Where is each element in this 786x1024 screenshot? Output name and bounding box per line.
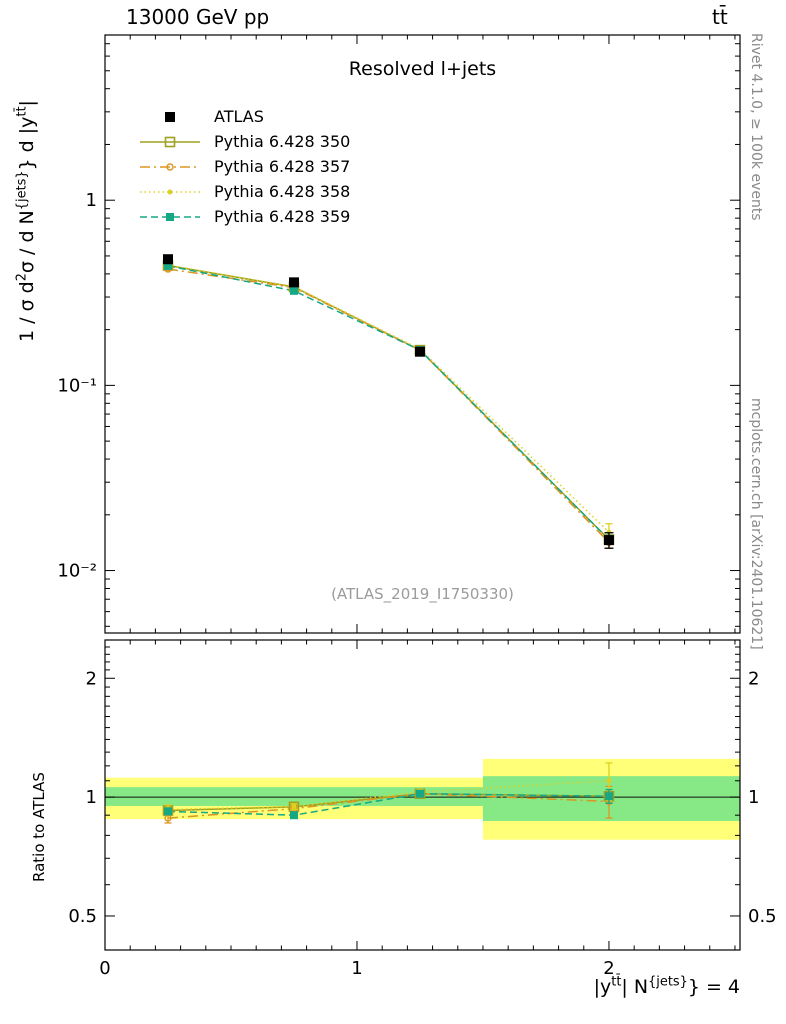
panel-frame [104,34,741,634]
mcplots-reference-label: mcplots.cern.ch [arXiv:2401.10621] [748,398,764,650]
legend: ATLAS Pythia 6.428 350 Pythia 6.428 357 Pyt… [138,104,350,229]
mc-curve-ratio [167,792,609,812]
x-tick-label: 1 [351,958,362,979]
data-marker [288,277,299,288]
legend-sample-icon [140,136,200,147]
atlas-stat-uncertainty-band [105,787,483,806]
mc-curve-main [167,264,610,541]
legend-sample-icon [140,189,200,194]
legend-item-1: Pythia 6.428 350 [138,129,350,154]
mc-curve-main [167,265,610,541]
y-tick-label: 10⁻² [57,561,97,582]
legend-item-label: Pythia 6.428 359 [214,207,351,226]
main-y-axis-label: 1 / σ d2σ / d N{jets}} d |ytt̄| [14,100,38,342]
legend-item-label: Pythia 6.428 357 [214,157,351,176]
legend-item-3: Pythia 6.428 358 [138,179,350,204]
x-tick-label: 2 [603,958,614,979]
data-marker [415,789,424,798]
rivet-version-label: Rivet 4.1.0, ≥ 100k events [748,33,764,221]
legend-item-0: ATLAS [138,104,350,129]
data-marker [289,286,298,295]
ratio-tick-label: 0.5 [748,906,777,927]
legend-item-4: Pythia 6.428 359 [138,204,350,229]
data-marker [606,778,612,784]
x-tick-label: 0 [99,958,110,979]
data-marker [163,261,172,270]
ratio-tick-label: 2 [86,668,97,689]
legend-item-2: Pythia 6.428 357 [138,154,350,179]
ratio-tick-label: 0.5 [68,906,97,927]
plot-title: Resolved l+jets [348,58,497,80]
mc-curve-ratio [167,792,609,819]
analysis-id-watermark: (ATLAS_2019_I1750330) [331,585,514,603]
mc-curve-main [167,268,610,543]
y-tick-label: 10⁻¹ [57,375,97,396]
data-marker [291,803,297,809]
legend-sample-icon [165,111,175,122]
y-tick-label: 1 [86,190,97,211]
ratio-y-axis-label: Ratio to ATLAS [30,772,48,882]
legend-sample-icon [140,162,200,171]
header-beam-energy: 13000 GeV pp [126,5,270,29]
data-marker [414,346,425,357]
data-marker [163,807,172,816]
mc-curve-main [167,264,610,533]
ratio-tick-label: 1 [748,787,759,808]
header-process: tt̄ [712,5,728,29]
x-axis-label: |ytt̄| N{jets}} = 4 [593,974,740,998]
mc-curve-ratio [167,780,610,811]
legend-sample-icon [140,212,200,221]
legend-item-label: Pythia 6.428 350 [214,132,351,151]
mc-curve-ratio [167,792,609,816]
data-marker [162,254,173,265]
data-marker [603,535,614,546]
panel-frame [104,639,741,951]
legend-item-label: ATLAS [214,107,264,126]
ratio-tick-label: 2 [748,668,759,689]
ratio-tick-label: 1 [86,787,97,808]
data-marker [604,792,613,801]
data-marker [289,811,298,820]
legend-item-label: Pythia 6.428 358 [214,182,351,201]
